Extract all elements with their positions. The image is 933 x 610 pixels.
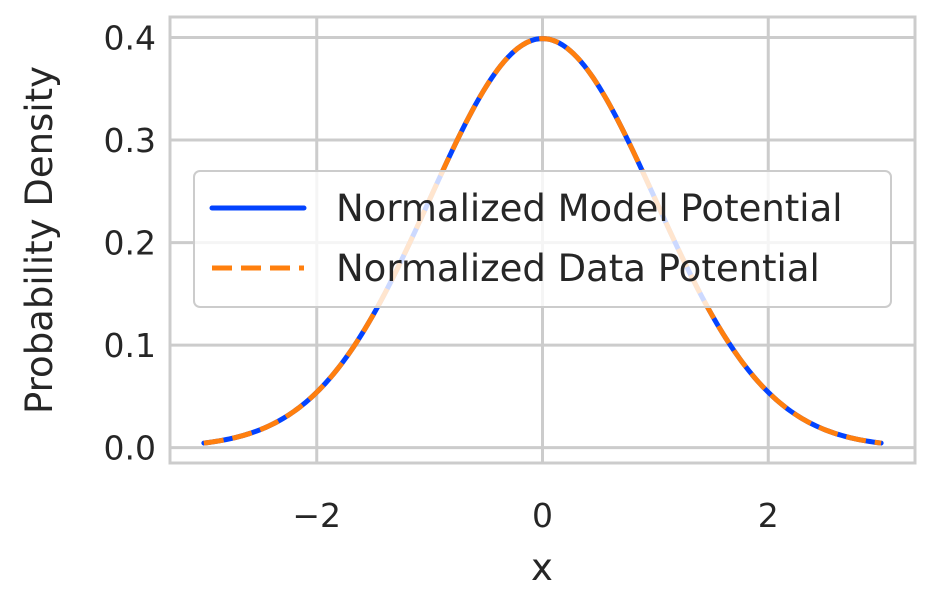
y-tick-labels: 0.0 0.1 0.2 0.3 0.4	[104, 19, 156, 468]
legend: Normalized Model Potential Normalized Da…	[193, 170, 892, 308]
legend-box	[193, 170, 892, 308]
y-tick-label: 0.0	[104, 429, 156, 468]
y-tick-label: 0.2	[104, 224, 156, 263]
y-tick-label: 0.4	[104, 19, 156, 58]
y-axis-label: Probability Density	[18, 66, 61, 414]
x-tick-labels: −2 0 2	[292, 496, 778, 535]
legend-label-data: Normalized Data Potential	[336, 247, 820, 290]
series-line-data	[203, 36, 882, 446]
y-tick-label: 0.3	[104, 121, 156, 160]
x-axis-label: x	[531, 546, 553, 589]
legend-label-model: Normalized Model Potential	[336, 187, 843, 230]
x-tick-label: 2	[758, 496, 779, 535]
plot-frame	[168, 15, 917, 465]
x-tick-label: 0	[532, 496, 553, 535]
series-layer	[201, 36, 884, 446]
x-tick-label: −2	[292, 496, 341, 535]
y-tick-label: 0.1	[104, 326, 156, 365]
